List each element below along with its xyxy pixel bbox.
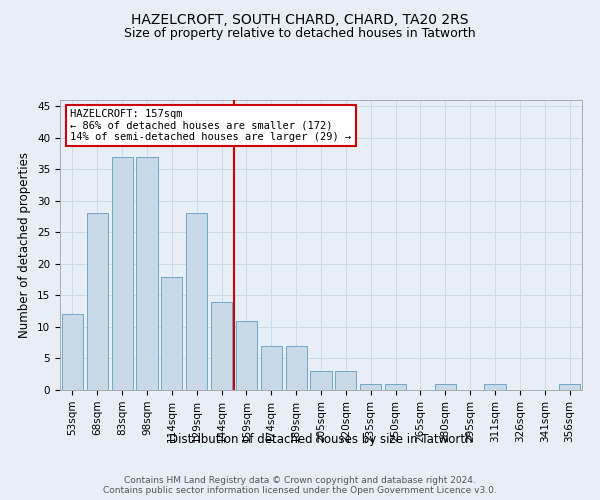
- Text: Contains HM Land Registry data © Crown copyright and database right 2024.
Contai: Contains HM Land Registry data © Crown c…: [103, 476, 497, 495]
- Bar: [435, 384, 456, 390]
- Bar: [261, 346, 282, 390]
- Bar: [112, 156, 133, 390]
- Text: HAZELCROFT: 157sqm
← 86% of detached houses are smaller (172)
14% of semi-detach: HAZELCROFT: 157sqm ← 86% of detached hou…: [70, 108, 352, 142]
- Bar: [385, 384, 406, 390]
- Bar: [87, 214, 108, 390]
- Bar: [211, 302, 232, 390]
- Bar: [236, 320, 257, 390]
- Bar: [62, 314, 83, 390]
- Bar: [310, 371, 332, 390]
- Y-axis label: Number of detached properties: Number of detached properties: [19, 152, 31, 338]
- Bar: [136, 156, 158, 390]
- Bar: [360, 384, 381, 390]
- Text: HAZELCROFT, SOUTH CHARD, CHARD, TA20 2RS: HAZELCROFT, SOUTH CHARD, CHARD, TA20 2RS: [131, 12, 469, 26]
- Text: Size of property relative to detached houses in Tatworth: Size of property relative to detached ho…: [124, 28, 476, 40]
- Text: Distribution of detached houses by size in Tatworth: Distribution of detached houses by size …: [169, 432, 473, 446]
- Bar: [186, 214, 207, 390]
- Bar: [161, 276, 182, 390]
- Bar: [484, 384, 506, 390]
- Bar: [559, 384, 580, 390]
- Bar: [335, 371, 356, 390]
- Bar: [286, 346, 307, 390]
